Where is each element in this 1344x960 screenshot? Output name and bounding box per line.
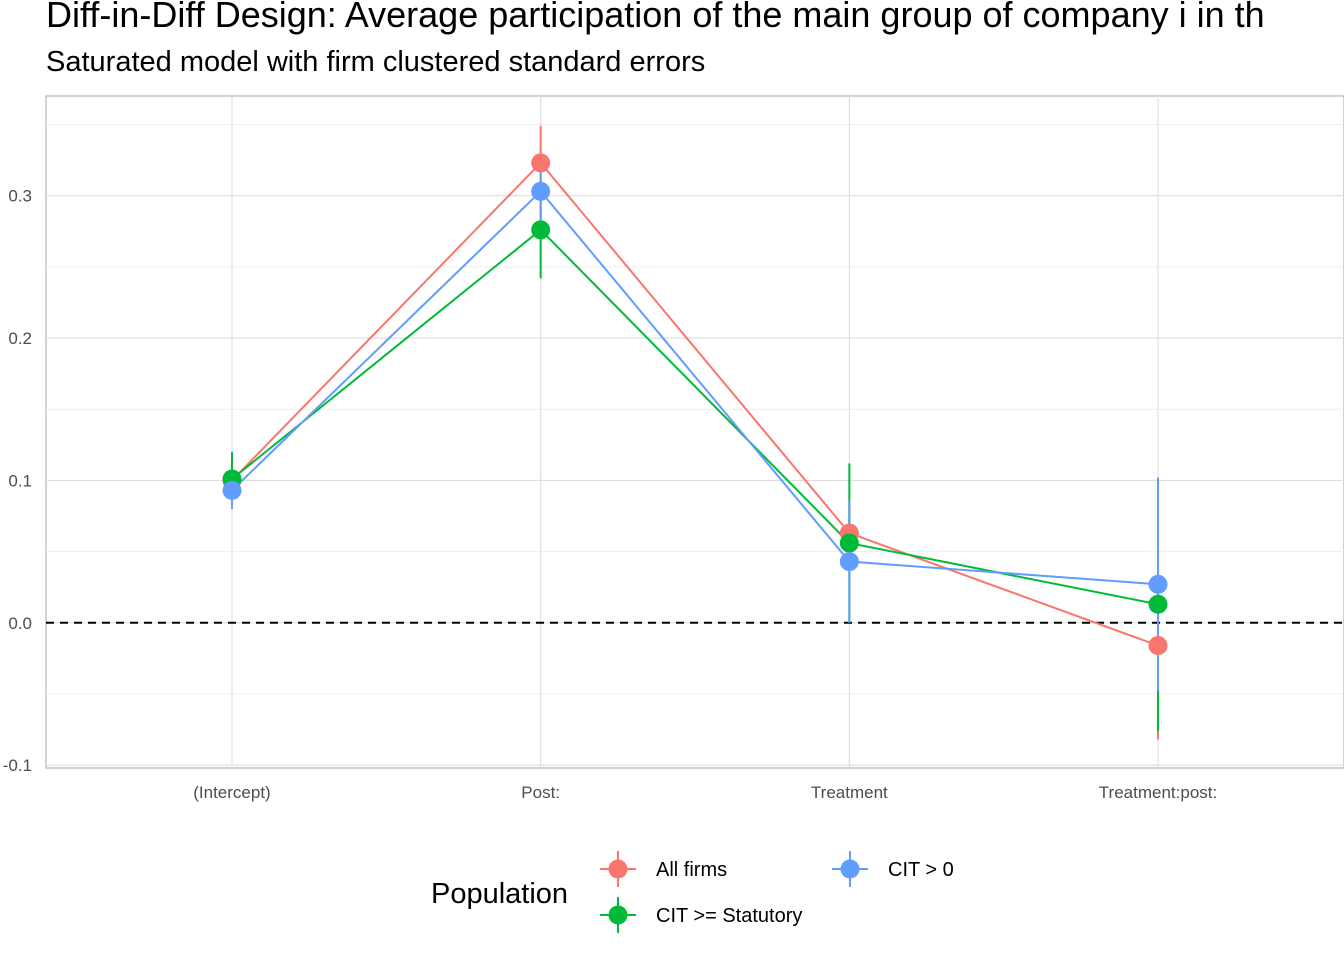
y-tick-label: 0.3 xyxy=(8,187,32,206)
y-tick-label: -0.1 xyxy=(3,756,32,775)
data-point-cit-statutory xyxy=(1148,594,1168,614)
chart-subtitle: Saturated model with firm clustered stan… xyxy=(46,46,706,78)
legend-label-cit-0: CIT > 0 xyxy=(888,859,954,881)
plot-panel-border xyxy=(45,95,1344,769)
axis-layer: -0.1 0.0 0.1 0.2 0.3 (Intercept) Post: Treatmen… xyxy=(3,187,1344,802)
x-tick-label: (Intercept) xyxy=(193,783,270,802)
y-tick-label: 0.1 xyxy=(8,471,32,490)
chart-title: Diff-in-Diff Design: Average participati… xyxy=(46,0,1265,35)
series-line-cit-statutory xyxy=(231,228,1159,606)
x-tick-label: Treatment xyxy=(811,783,888,802)
data-point-cit-0 xyxy=(222,480,242,500)
data-point-cit-0 xyxy=(531,181,551,201)
legend-label-cit-statutory: CIT >= Statutory xyxy=(656,905,802,927)
data-point-cit-statutory xyxy=(531,220,551,240)
y-tick-label: 0.0 xyxy=(8,614,32,633)
point-layer xyxy=(222,153,1168,656)
line-layer xyxy=(231,161,1159,647)
legend-title: Population xyxy=(431,878,568,910)
data-point-cit-0 xyxy=(1148,574,1168,594)
data-point-cit-0 xyxy=(839,552,859,572)
legend: Population All firms CIT >= Statutory CIT … xyxy=(431,851,954,933)
x-tick-label: Treatment:post: xyxy=(1099,783,1217,802)
legend-key-point-cit-0 xyxy=(840,859,860,879)
grid-layer xyxy=(45,95,1344,769)
legend-key-point-cit-statutory xyxy=(608,905,628,925)
data-point-cit-statutory xyxy=(839,533,859,553)
legend-label-all-firms: All firms xyxy=(656,859,727,881)
y-tick-label: 0.2 xyxy=(8,329,32,348)
series-line-all-firms xyxy=(231,161,1159,647)
legend-key-point-all-firms xyxy=(608,859,628,879)
series-line-cit-0 xyxy=(231,189,1159,586)
data-point-all-firms xyxy=(531,153,551,173)
errorbar-layer xyxy=(231,125,1160,740)
data-point-all-firms xyxy=(1148,636,1168,656)
x-tick-label: Post: xyxy=(521,783,560,802)
